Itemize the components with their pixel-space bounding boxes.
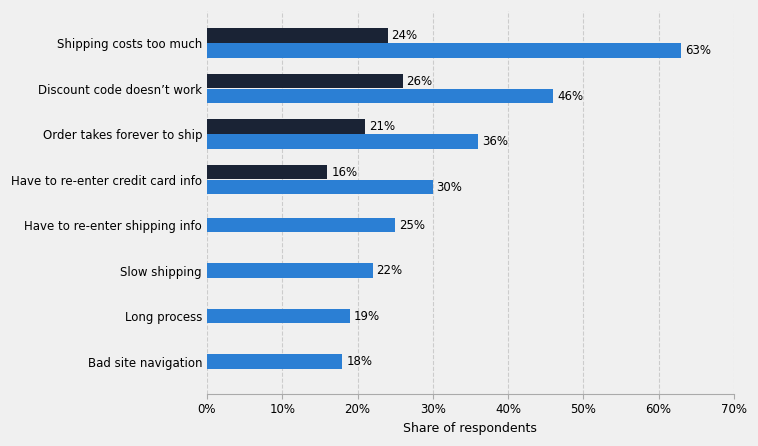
Bar xyxy=(207,134,478,149)
Bar xyxy=(207,43,681,58)
Bar xyxy=(207,180,433,194)
Bar xyxy=(207,89,553,103)
Text: 21%: 21% xyxy=(369,120,395,133)
X-axis label: Share of respondents: Share of respondents xyxy=(403,422,537,435)
Text: 25%: 25% xyxy=(399,219,425,231)
Bar xyxy=(207,355,343,369)
Text: 63%: 63% xyxy=(685,44,711,57)
Text: 18%: 18% xyxy=(346,355,372,368)
Text: 24%: 24% xyxy=(391,29,418,42)
Text: 26%: 26% xyxy=(406,74,433,87)
Bar xyxy=(207,165,327,179)
Text: 30%: 30% xyxy=(437,181,462,194)
Bar xyxy=(207,74,402,88)
Text: 16%: 16% xyxy=(331,165,357,178)
Bar xyxy=(207,28,387,43)
Text: 19%: 19% xyxy=(354,310,380,323)
Text: 22%: 22% xyxy=(376,264,402,277)
Text: 36%: 36% xyxy=(482,135,508,148)
Bar xyxy=(207,218,395,232)
Text: 46%: 46% xyxy=(557,90,583,103)
Bar xyxy=(207,309,350,323)
Bar xyxy=(207,264,373,278)
Bar xyxy=(207,119,365,134)
